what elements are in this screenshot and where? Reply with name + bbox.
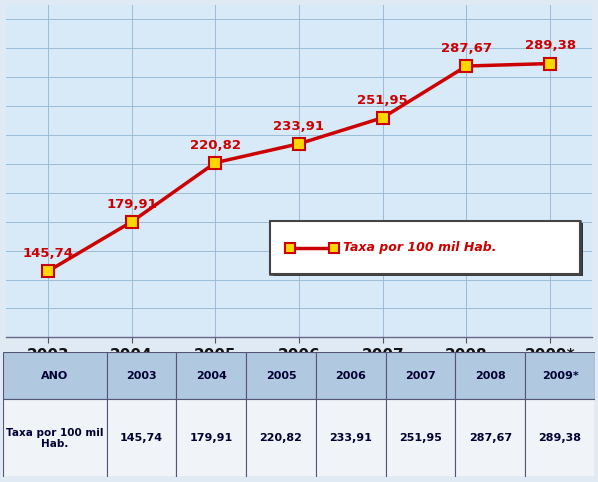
Text: 251,95: 251,95 bbox=[399, 433, 442, 443]
Bar bbox=[246, 352, 316, 400]
Bar bbox=[456, 352, 525, 400]
Text: 2008: 2008 bbox=[475, 371, 506, 381]
FancyBboxPatch shape bbox=[270, 221, 580, 274]
Text: 2004: 2004 bbox=[196, 371, 227, 381]
Text: 220,82: 220,82 bbox=[190, 139, 241, 151]
Bar bbox=[3, 352, 106, 400]
Text: 220,82: 220,82 bbox=[260, 433, 303, 443]
Text: Taxa por 100 mil
Hab.: Taxa por 100 mil Hab. bbox=[6, 428, 103, 449]
Bar bbox=[386, 352, 456, 400]
Bar bbox=[456, 400, 525, 477]
Text: 287,67: 287,67 bbox=[441, 42, 492, 55]
Text: ANO: ANO bbox=[41, 371, 68, 381]
Bar bbox=[106, 400, 176, 477]
Bar bbox=[316, 352, 386, 400]
Bar bbox=[176, 352, 246, 400]
Bar bbox=[176, 400, 246, 477]
Text: 289,38: 289,38 bbox=[539, 433, 582, 443]
Text: 251,95: 251,95 bbox=[358, 94, 408, 107]
Text: 179,91: 179,91 bbox=[106, 198, 157, 211]
Text: 2009*: 2009* bbox=[542, 371, 578, 381]
Bar bbox=[106, 352, 176, 400]
Text: Taxa por 100 mil Hab.: Taxa por 100 mil Hab. bbox=[343, 241, 496, 254]
Text: 233,91: 233,91 bbox=[329, 433, 372, 443]
Bar bbox=[525, 352, 595, 400]
Text: 179,91: 179,91 bbox=[190, 433, 233, 443]
Text: 289,38: 289,38 bbox=[524, 40, 576, 53]
Bar bbox=[525, 400, 595, 477]
Bar bbox=[316, 400, 386, 477]
Text: 2005: 2005 bbox=[266, 371, 297, 381]
Text: 287,67: 287,67 bbox=[469, 433, 512, 443]
Bar bbox=[386, 400, 456, 477]
FancyBboxPatch shape bbox=[273, 223, 583, 276]
Text: 2006: 2006 bbox=[335, 371, 366, 381]
Bar bbox=[246, 400, 316, 477]
Text: 145,74: 145,74 bbox=[120, 433, 163, 443]
FancyBboxPatch shape bbox=[270, 221, 580, 274]
Text: 145,74: 145,74 bbox=[22, 247, 74, 260]
Text: 233,91: 233,91 bbox=[273, 120, 325, 133]
Text: 2007: 2007 bbox=[405, 371, 436, 381]
Text: 2003: 2003 bbox=[126, 371, 157, 381]
Bar bbox=[3, 400, 106, 477]
